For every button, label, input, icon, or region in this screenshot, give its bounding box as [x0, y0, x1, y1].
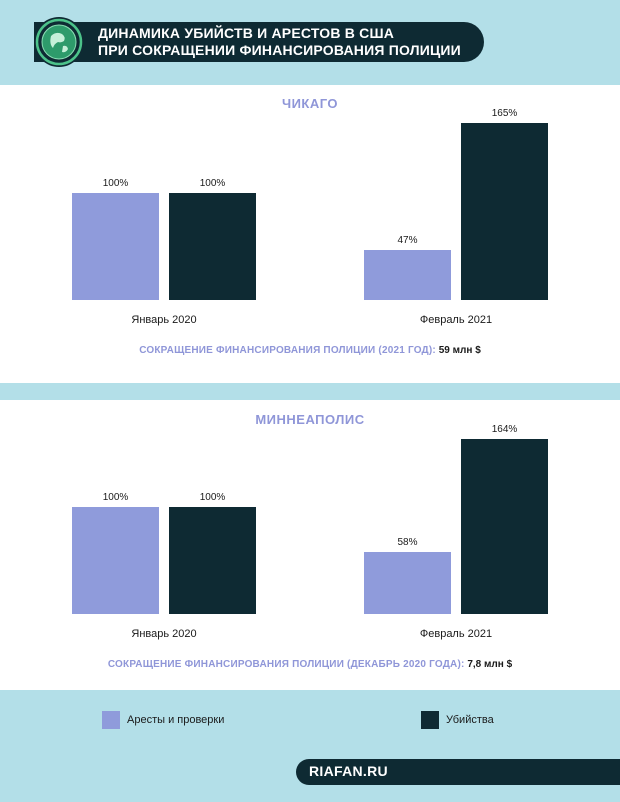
page-title: ДИНАМИКА УБИЙСТВ И АРЕСТОВ В США ПРИ СОК… — [98, 25, 461, 59]
legend-swatch-arrests — [102, 711, 120, 729]
x-tick-label: Февраль 2021 — [419, 314, 493, 326]
title-line-1: ДИНАМИКА УБИЙСТВ И АРЕСТОВ В США — [98, 25, 395, 41]
bar-arrests — [72, 193, 159, 300]
legend-label-murders: Убийства — [446, 714, 494, 726]
funding-cut-note: СОКРАЩЕНИЕ ФИНАНСИРОВАНИЯ ПОЛИЦИИ (2021 … — [0, 345, 620, 356]
bar-value-label: 47% — [397, 235, 418, 246]
header: ДИНАМИКА УБИЙСТВ И АРЕСТОВ В США ПРИ СОК… — [0, 0, 620, 85]
bar-value-label: 100% — [199, 492, 226, 503]
x-tick-label: Февраль 2021 — [419, 628, 493, 640]
funding-cut-note: СОКРАЩЕНИЕ ФИНАНСИРОВАНИЯ ПОЛИЦИИ (ДЕКАБ… — [0, 659, 620, 670]
globe-emblem-icon — [34, 17, 84, 67]
bar-value-label: 100% — [102, 178, 129, 189]
source-label: RIAFAN.RU — [309, 763, 388, 779]
x-tick-label: Январь 2020 — [131, 314, 197, 326]
bar-murders — [169, 507, 256, 614]
bar-murders — [461, 439, 548, 614]
funding-cut-label: СОКРАЩЕНИЕ ФИНАНСИРОВАНИЯ ПОЛИЦИИ (ДЕКАБ… — [107, 659, 465, 670]
funding-cut-label: СОКРАЩЕНИЕ ФИНАНСИРОВАНИЯ ПОЛИЦИИ (2021 … — [139, 345, 436, 356]
chicago-panel: ЧИКАГО Январь 2020 Февраль 2021 СОКРАЩЕН… — [0, 85, 620, 383]
funding-cut-value: 7,8 млн $ — [467, 659, 513, 670]
bar-arrests — [72, 507, 159, 614]
title-banner — [34, 22, 484, 62]
bar-value-label: 165% — [491, 108, 518, 119]
bar-value-label: 100% — [102, 492, 129, 503]
bar-value-label: 164% — [491, 424, 518, 435]
footer-banner — [296, 759, 620, 785]
x-tick-label: Январь 2020 — [131, 628, 197, 640]
title-line-2: ПРИ СОКРАЩЕНИИ ФИНАНСИРОВАНИЯ ПОЛИЦИИ — [98, 42, 461, 58]
bar-murders — [169, 193, 256, 300]
bar-value-label: 100% — [199, 178, 226, 189]
legend-label-arrests: Аресты и проверки — [127, 714, 225, 726]
bar-arrests — [364, 250, 451, 300]
chart-title: МИННЕАПОЛИС — [255, 412, 365, 427]
chart-title: ЧИКАГО — [281, 96, 339, 111]
bar-value-label: 58% — [397, 537, 418, 548]
bar-arrests — [364, 552, 451, 614]
bar-murders — [461, 123, 548, 300]
legend-swatch-murders — [421, 711, 439, 729]
minneapolis-panel: МИННЕАПОЛИС Январь 2020 Февраль 2021 СОК… — [0, 400, 620, 690]
funding-cut-value: 59 млн $ — [438, 345, 481, 356]
